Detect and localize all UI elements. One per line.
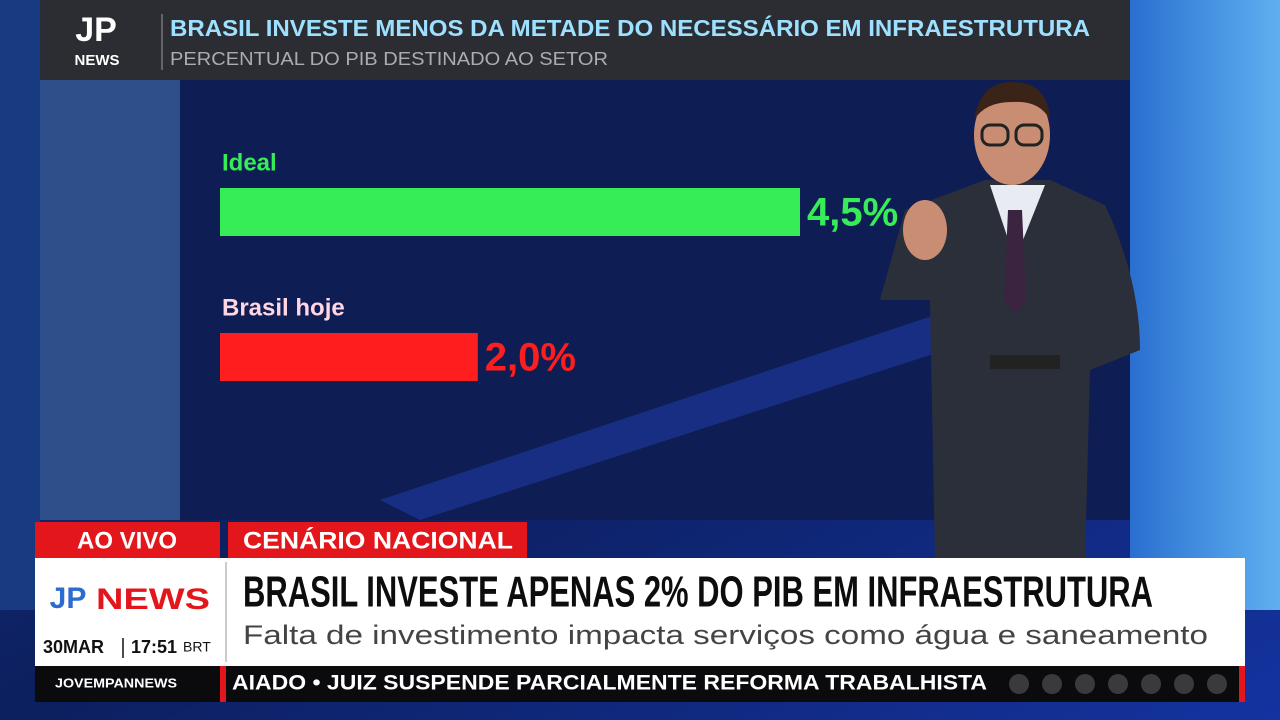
ticker-accent xyxy=(220,666,226,702)
chart-subtitle: PERCENTUAL DO PIB DESTINADO AO SETOR xyxy=(170,49,608,69)
side-wall xyxy=(1130,0,1280,610)
left-wall xyxy=(0,0,40,610)
presenter xyxy=(880,82,1140,560)
category-label: Ideal xyxy=(222,149,277,176)
chart-title: BRASIL INVESTE MENOS DA METADE DO NECESS… xyxy=(170,14,1090,41)
section-label: CENÁRIO NACIONAL xyxy=(243,526,513,554)
time: 17:51 xyxy=(131,637,177,657)
timezone: BRT xyxy=(183,639,211,655)
category-label: Brasil hoje xyxy=(222,294,345,321)
lower-third-box xyxy=(35,558,1245,666)
light-streak xyxy=(380,260,1100,520)
lt-logo-mark: JP xyxy=(50,582,87,615)
value-label: 2,0% xyxy=(485,336,576,380)
banknote-image xyxy=(40,80,180,520)
logo-mark: JP xyxy=(75,11,117,49)
header-bar xyxy=(40,0,1130,80)
headline: BRASIL INVESTE APENAS 2% DO PIB EM INFRA… xyxy=(243,568,1153,617)
bar xyxy=(220,333,478,381)
ticker-accent xyxy=(1239,666,1245,702)
ticker-text: AIADO • JUIZ SUSPENDE PARCIALMENTE REFOR… xyxy=(232,672,987,695)
section-tab xyxy=(228,522,527,558)
live-tab xyxy=(35,522,220,558)
subheadline: Falta de investimento impacta serviços c… xyxy=(243,620,1208,650)
logo-text: NEWS xyxy=(75,52,120,69)
date: 30MAR xyxy=(43,637,104,657)
channel: JOVEMPANNEWS xyxy=(55,675,177,690)
value-label: 4,5% xyxy=(807,191,898,235)
live-label: AO VIVO xyxy=(77,527,177,554)
bar xyxy=(220,188,800,236)
social-icons xyxy=(1009,674,1227,694)
lt-logo-text: NEWS xyxy=(96,583,210,616)
chart: Ideal 4,5% Brasil hoje 2,0% xyxy=(220,149,898,381)
